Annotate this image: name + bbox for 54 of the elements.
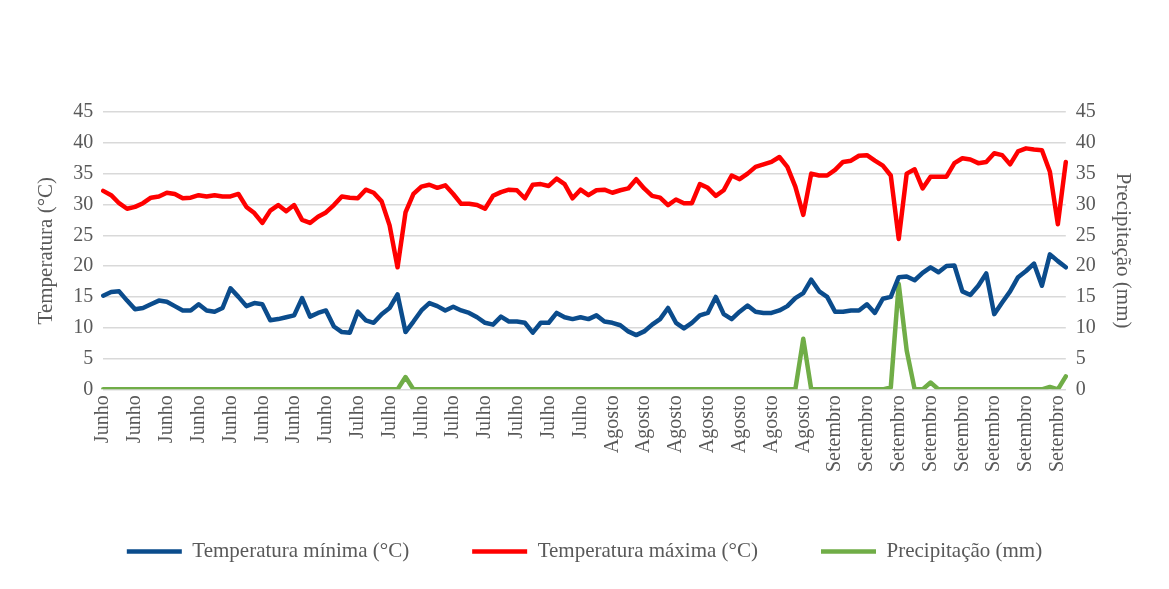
y2-tick-label: 5	[1075, 345, 1086, 368]
x-tick-label: Setembro	[917, 395, 940, 473]
y2-axis-title: Precipitação (mm)	[1111, 172, 1136, 329]
x-tick-label: Julho	[408, 395, 431, 439]
x-tick-label: Junho	[249, 395, 272, 444]
legend-label: Temperatura máxima (°C)	[537, 538, 759, 563]
y-tick-label: 20	[73, 253, 94, 276]
x-tick-label: Agosto	[695, 395, 719, 454]
x-tick-label: Julho	[567, 395, 590, 439]
x-tick-label: Setembro	[822, 395, 845, 473]
x-tick-label: Setembro	[949, 395, 972, 473]
x-tick-label: Julho	[440, 395, 463, 439]
x-tick-label: Agosto	[631, 395, 655, 454]
x-tick-label: Setembro	[1045, 395, 1068, 473]
x-tick-label: Junho	[122, 395, 145, 444]
y2-tick-label: 10	[1075, 314, 1096, 337]
y-tick-label: 10	[73, 314, 94, 337]
x-tick-label: Setembro	[885, 395, 908, 473]
y-tick-label: 25	[73, 222, 94, 245]
x-tick-label: Junho	[185, 395, 208, 444]
x-tick-label: Agosto	[790, 395, 814, 454]
y-axis-title: Temperatura (°C)	[33, 176, 58, 325]
y-tick-label: 40	[73, 130, 94, 153]
x-tick-label: Agosto	[726, 395, 750, 454]
y2-tick-label: 40	[1075, 130, 1096, 153]
y2-tick-label: 30	[1075, 191, 1096, 214]
y2-tick-label: 25	[1075, 222, 1096, 245]
x-tick-label: Julho	[472, 395, 495, 439]
x-tick-label: Agosto	[758, 395, 782, 454]
y2-tick-label: 15	[1075, 284, 1096, 307]
y-tick-label: 15	[73, 284, 94, 307]
legend-label: Temperatura mínima (°C)	[192, 538, 410, 563]
y2-tick-label: 45	[1075, 99, 1096, 122]
x-tick-label: Julho	[345, 395, 368, 439]
y-tick-label: 5	[83, 345, 94, 368]
y2-tick-label: 20	[1075, 253, 1096, 276]
x-tick-label: Junho	[217, 395, 240, 444]
x-tick-label: Junho	[281, 395, 304, 444]
x-tick-label: Agosto	[663, 395, 687, 454]
x-tick-label: Setembro	[981, 395, 1004, 473]
x-tick-label: Julho	[376, 395, 399, 439]
x-tick-label: Junho	[154, 395, 177, 444]
x-tick-label: Julho	[504, 395, 527, 439]
x-tick-label: Setembro	[1013, 395, 1036, 473]
y2-tick-label: 35	[1075, 160, 1096, 183]
x-tick-label: Agosto	[599, 395, 623, 454]
y-tick-label: 45	[73, 99, 94, 122]
y-tick-label: 35	[73, 160, 94, 183]
x-tick-label: Junho	[313, 395, 336, 444]
x-tick-label: Julho	[535, 395, 558, 439]
y-tick-label: 30	[73, 191, 94, 214]
x-tick-label: Setembro	[854, 395, 877, 473]
legend-label: Precipitação (mm)	[886, 538, 1043, 563]
y2-tick-label: 0	[1075, 376, 1086, 399]
